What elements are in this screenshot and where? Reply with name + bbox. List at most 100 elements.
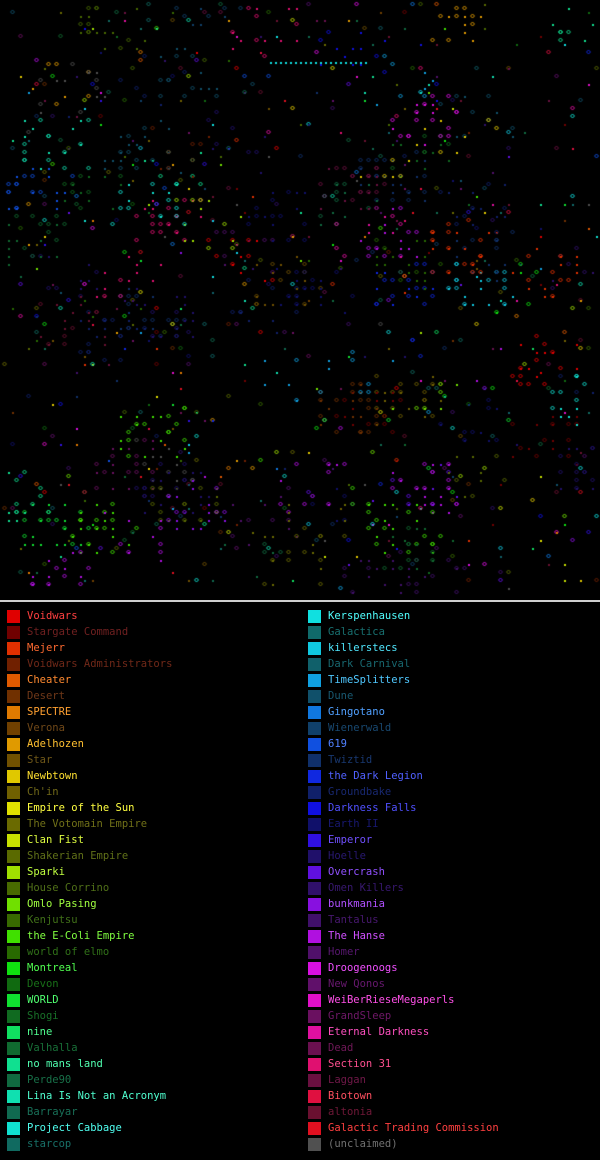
faction-name: Adelhozen	[27, 737, 84, 750]
faction-name: Overcrash	[328, 865, 385, 878]
faction-color-swatch	[308, 737, 321, 751]
faction-color-swatch	[7, 1041, 20, 1055]
legend-entry: Twiztid	[308, 752, 600, 768]
faction-color-swatch	[7, 673, 20, 687]
legend-right-column: Kerspenhausen Galactica killerstecs Dark Ca…	[308, 608, 600, 1152]
faction-color-swatch	[308, 673, 321, 687]
legend-entry: Shakerian Empire	[7, 848, 303, 864]
faction-name: Newbtown	[27, 769, 78, 782]
legend-entry: Emperor	[308, 832, 600, 848]
legend-entry: Overcrash	[308, 864, 600, 880]
legend-entry: world of elmo	[7, 944, 303, 960]
faction-color-swatch	[7, 897, 20, 911]
legend-entry: Hoelle	[308, 848, 600, 864]
legend-entry: Tantalus	[308, 912, 600, 928]
faction-name: the Dark Legion	[328, 769, 423, 782]
faction-color-swatch	[7, 657, 20, 671]
legend-entry: Lina Is Not an Acronym	[7, 1088, 303, 1104]
faction-color-swatch	[7, 993, 20, 1007]
legend-entry: Mejerr	[7, 640, 303, 656]
faction-color-swatch	[308, 1057, 321, 1071]
legend-entry: House Corrino	[7, 880, 303, 896]
faction-color-swatch	[308, 945, 321, 959]
faction-color-swatch	[7, 945, 20, 959]
faction-name: bunkmania	[328, 897, 385, 910]
faction-name: Voidwars Administrators	[27, 657, 173, 670]
faction-color-swatch	[7, 1057, 20, 1071]
legend-entry: the Dark Legion	[308, 768, 600, 784]
legend-entry: Dead	[308, 1040, 600, 1056]
faction-name: Tantalus	[328, 913, 379, 926]
faction-color-swatch	[308, 705, 321, 719]
legend-entry: Barrayar	[7, 1104, 303, 1120]
legend-entry: Adelhozen	[7, 736, 303, 752]
faction-name: WORLD	[27, 993, 59, 1006]
faction-color-swatch	[7, 1121, 20, 1135]
faction-color-swatch	[308, 1105, 321, 1119]
faction-name: Eternal Darkness	[328, 1025, 430, 1038]
legend-entry: no mans land	[7, 1056, 303, 1072]
faction-name: Cheater	[27, 673, 72, 686]
legend-entry: Voidwars	[7, 608, 303, 624]
faction-name: Omen Killers	[328, 881, 404, 894]
legend-entry: Empire of the Sun	[7, 800, 303, 816]
faction-color-swatch	[7, 833, 20, 847]
faction-color-swatch	[7, 929, 20, 943]
faction-name: altonia	[328, 1105, 373, 1118]
legend-entry: altonia	[308, 1104, 600, 1120]
faction-color-swatch	[308, 1009, 321, 1023]
faction-name: Sparki	[27, 865, 65, 878]
faction-name: Droogenoogs	[328, 961, 398, 974]
faction-name: Desert	[27, 689, 65, 702]
faction-name: Twiztid	[328, 753, 373, 766]
legend-entry: Dune	[308, 688, 600, 704]
legend-entry: Earth II	[308, 816, 600, 832]
faction-color-swatch	[7, 625, 20, 639]
legend-entry: 619	[308, 736, 600, 752]
faction-color-swatch	[308, 769, 321, 783]
legend-entry: Omen Killers	[308, 880, 600, 896]
legend-entry: killerstecs	[308, 640, 600, 656]
faction-name: Shogi	[27, 1009, 59, 1022]
faction-name: 619	[328, 737, 347, 750]
faction-name: Hoelle	[328, 849, 366, 862]
faction-color-swatch	[308, 689, 321, 703]
faction-color-swatch	[308, 1137, 321, 1151]
legend-entry: Project Cabbage	[7, 1120, 303, 1136]
faction-name: the E-Coli Empire	[27, 929, 135, 942]
legend-entry: the E-Coli Empire	[7, 928, 303, 944]
legend-entry: bunkmania	[308, 896, 600, 912]
faction-color-swatch	[7, 849, 20, 863]
faction-name: Biotown	[328, 1089, 373, 1102]
faction-color-swatch	[7, 1025, 20, 1039]
faction-color-swatch	[308, 881, 321, 895]
legend-entry: GrandSleep	[308, 1008, 600, 1024]
legend-entry: SPECTRE	[7, 704, 303, 720]
faction-name: WeiBerRieseMegaperls	[328, 993, 455, 1006]
legend-entry: Devon	[7, 976, 303, 992]
faction-name: Clan Fist	[27, 833, 84, 846]
galaxy-map[interactable]	[0, 0, 600, 600]
faction-color-swatch	[7, 769, 20, 783]
faction-name: Section 31	[328, 1057, 392, 1070]
legend-entry: Stargate Command	[7, 624, 303, 640]
faction-color-swatch	[7, 1089, 20, 1103]
legend-entry: Newbtown	[7, 768, 303, 784]
faction-color-swatch	[7, 1073, 20, 1087]
faction-color-swatch	[7, 817, 20, 831]
faction-color-swatch	[7, 801, 20, 815]
faction-color-swatch	[7, 737, 20, 751]
legend-entry: Gingotano	[308, 704, 600, 720]
legend-entry: Groundbake	[308, 784, 600, 800]
faction-name: Gingotano	[328, 705, 385, 718]
legend-entry: Section 31	[308, 1056, 600, 1072]
legend-entry: WORLD	[7, 992, 303, 1008]
faction-name: Ch'in	[27, 785, 59, 798]
faction-name: Verona	[27, 721, 65, 734]
faction-name: Kenjutsu	[27, 913, 78, 926]
legend-entry: WeiBerRieseMegaperls	[308, 992, 600, 1008]
legend-entry: Homer	[308, 944, 600, 960]
faction-color-swatch	[7, 705, 20, 719]
legend-entry: nine	[7, 1024, 303, 1040]
legend-entry: Shogi	[7, 1008, 303, 1024]
